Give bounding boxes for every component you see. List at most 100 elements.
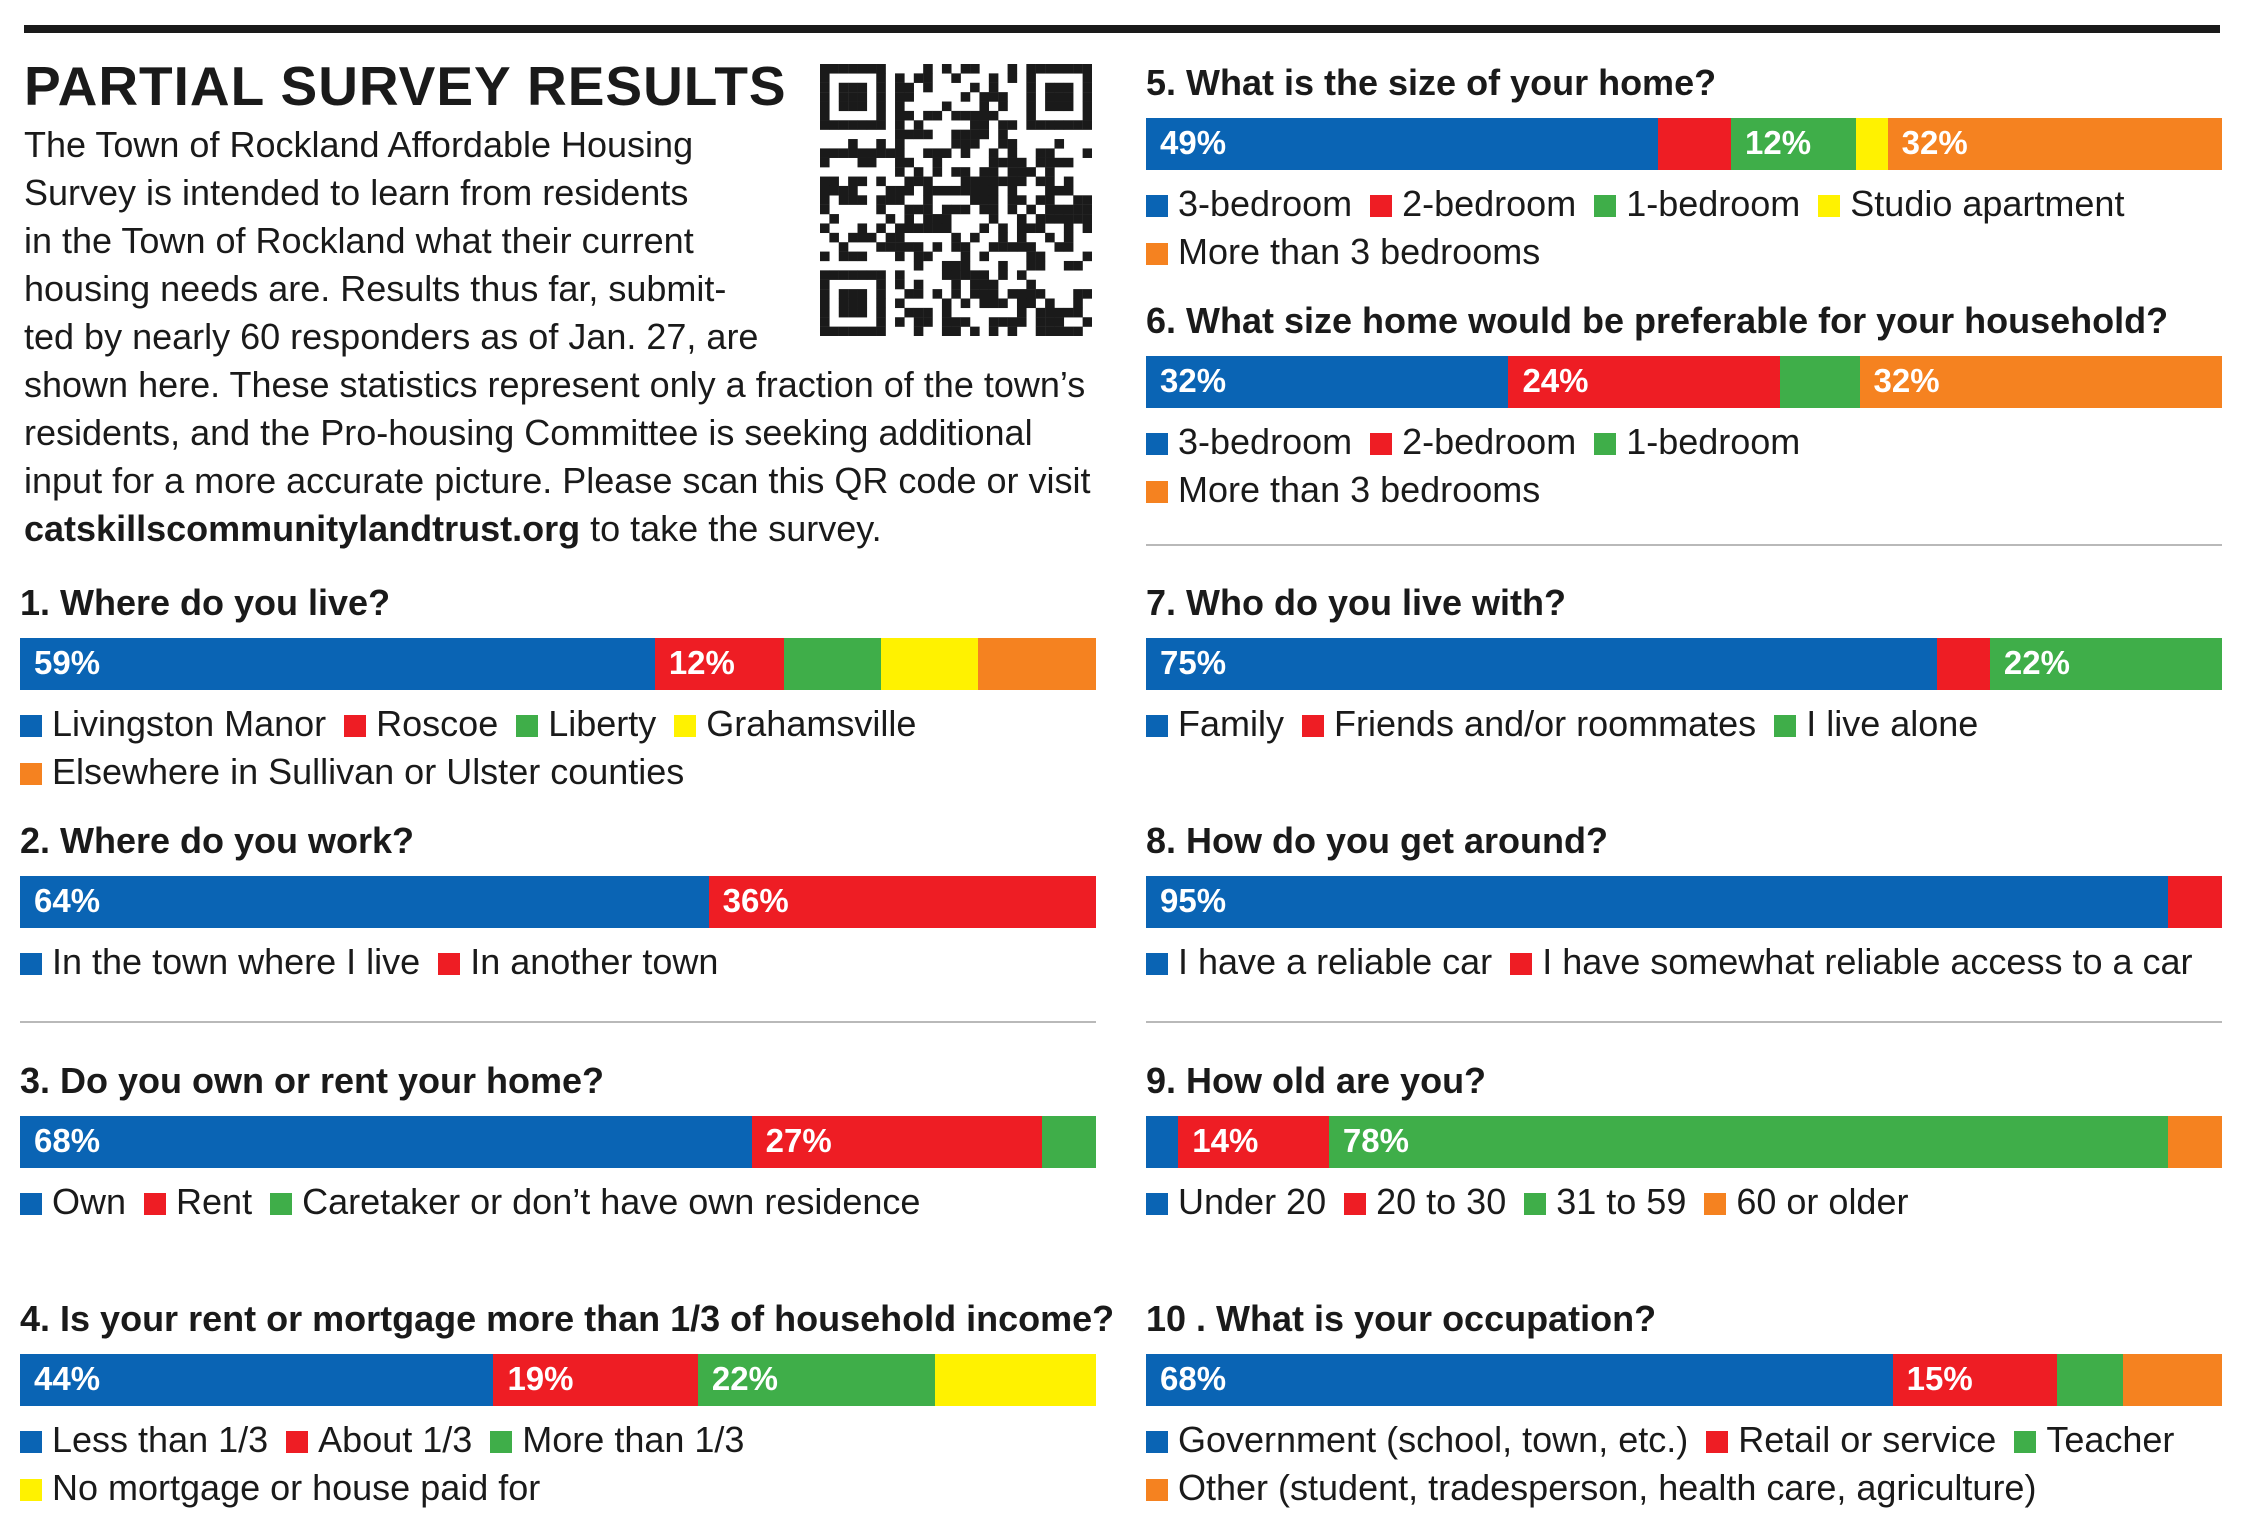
legend-label: 3-bedroom — [1178, 421, 1353, 462]
legend: In the town where I live In another town — [20, 938, 1150, 986]
survey-url-link[interactable]: catskillscommunitylandtrust.org — [24, 508, 581, 549]
legend-label: More than 3 bedrooms — [1178, 469, 1541, 510]
legend-swatch — [1704, 1193, 1727, 1215]
data-label: 36% — [722, 882, 789, 919]
legend-swatch — [1302, 715, 1324, 737]
legend-label: 1-bedroom — [1626, 421, 1801, 462]
legend-row: Elsewhere in Sullivan or Ulster counties — [20, 748, 1150, 796]
legend-label: Roscoe — [376, 703, 499, 744]
legend-swatch — [2014, 1431, 2037, 1453]
bar-segment — [1856, 118, 1888, 170]
legend-label: I live alone — [1806, 703, 1979, 744]
legend-swatch — [1370, 195, 1393, 217]
legend: I have a reliable car I have somewhat rel… — [1146, 938, 2242, 986]
question-title: 3. Do you own or rent your home? — [20, 1060, 605, 1101]
qr-code[interactable] — [820, 64, 1092, 336]
legend: Family Friends and/or roommates I live alo… — [1146, 700, 2242, 748]
intro-line: residents, and the Pro-housing Committee… — [24, 412, 1033, 453]
legend-row: Under 20 20 to 30 31 to 59 60 or older — [1146, 1178, 2242, 1226]
legend-swatch — [1594, 433, 1617, 455]
data-label: 12% — [1745, 124, 1812, 161]
legend-label: More than 1/3 — [522, 1419, 745, 1460]
legend-label: More than 3 bedrooms — [1178, 231, 1541, 272]
legend: Government (school, town, etc.) Retail or… — [1146, 1416, 2242, 1512]
legend-label: Retail or service — [1738, 1419, 1997, 1460]
legend-item: 1-bedroom — [1594, 418, 1800, 466]
legend-item: I live alone — [1774, 700, 1978, 748]
legend-swatch — [20, 715, 42, 737]
legend-item: More than 1/3 — [490, 1416, 744, 1464]
legend-swatch — [1774, 715, 1797, 737]
bar-segment — [977, 638, 1096, 690]
legend-label: 20 to 30 — [1376, 1181, 1507, 1222]
bar-segment — [1937, 638, 1990, 690]
legend-item: 20 to 30 — [1344, 1178, 1506, 1226]
bar-segment: 14% — [1178, 1116, 1329, 1168]
legend-item: No mortgage or house paid for — [20, 1464, 540, 1512]
legend-item: Liberty — [516, 700, 656, 748]
legend-row: Livingston Manor Roscoe Liberty Grahamsvill… — [20, 700, 1150, 748]
legend-swatch — [490, 1431, 513, 1453]
legend-label: Own — [52, 1181, 127, 1222]
legend-item: Less than 1/3 — [20, 1416, 268, 1464]
legend-swatch — [1818, 195, 1841, 217]
data-label: 22% — [2003, 644, 2070, 681]
data-label: 78% — [1342, 1122, 1409, 1159]
legend-item: More than 3 bedrooms — [1146, 466, 1540, 514]
legend-row: 3-bedroom 2-bedroom 1-bedroom Studio apartm… — [1146, 180, 2242, 228]
stacked-bar: 32% 24% 32% — [1146, 356, 2222, 408]
legend: 3-bedroom 2-bedroom 1-bedroom More than 3 b… — [1146, 418, 2242, 514]
bar-segment: 78% — [1328, 1116, 2169, 1168]
legend-item: 3-bedroom — [1146, 418, 1352, 466]
legend-row: More than 3 bedrooms — [1146, 466, 2242, 514]
legend-row: More than 3 bedrooms — [1146, 228, 2242, 276]
legend-swatch — [20, 1479, 42, 1501]
legend-swatch — [20, 763, 42, 785]
legend-row: Family Friends and/or roommates I live alo… — [1146, 700, 2242, 748]
legend-swatch — [674, 715, 697, 737]
legend-item: Friends and/or roommates — [1302, 700, 1756, 748]
legend-item: 2-bedroom — [1370, 180, 1576, 228]
legend-swatch — [286, 1431, 309, 1453]
stacked-bar: 95% — [1146, 876, 2222, 928]
bar-segment — [1146, 1116, 1179, 1168]
legend-item: In the town where I live — [20, 938, 420, 986]
question-title: 2. Where do you work? — [20, 820, 415, 861]
legend-swatch — [1146, 481, 1168, 503]
top-rule — [24, 25, 2220, 33]
bar-segment: 36% — [708, 876, 1096, 928]
legend-row: Other (student, tradesperson, health car… — [1146, 1464, 2242, 1512]
legend-label: Under 20 — [1178, 1181, 1327, 1222]
legend-item: 31 to 59 — [1524, 1178, 1686, 1226]
question-title: 7. Who do you live with? — [1146, 582, 1566, 623]
question-title: 9. How old are you? — [1146, 1060, 1487, 1101]
bar-segment: 32% — [1859, 356, 2222, 408]
legend: Under 20 20 to 30 31 to 59 60 or older — [1146, 1178, 2242, 1226]
stacked-bar: 14% 78% — [1146, 1116, 2222, 1168]
legend-item: Livingston Manor — [20, 700, 326, 748]
legend-item: About 1/3 — [286, 1416, 472, 1464]
bar-segment: 68% — [1146, 1354, 1893, 1406]
bar-segment — [2123, 1354, 2222, 1406]
legend-swatch — [144, 1193, 167, 1215]
bar-segment — [2168, 1116, 2222, 1168]
legend-label: I have a reliable car — [1178, 941, 1493, 982]
intro-line: Survey is intended to learn from residen… — [24, 172, 689, 213]
bar-segment: 49% — [1146, 118, 1658, 170]
stacked-bar: 64% 36% — [20, 876, 1096, 928]
legend-swatch — [20, 953, 42, 975]
legend-swatch — [1510, 953, 1533, 975]
legend-label: Elsewhere in Sullivan or Ulster counties — [52, 751, 685, 792]
data-label: 14% — [1192, 1122, 1259, 1159]
legend-label: Less than 1/3 — [52, 1419, 269, 1460]
intro-line: in the Town of Rockland what their curre… — [24, 220, 694, 261]
bar-segment: 12% — [654, 638, 784, 690]
bar-segment — [1042, 1116, 1096, 1168]
legend-swatch — [438, 953, 461, 975]
data-label: 15% — [1906, 1360, 1973, 1397]
intro-url-line: catskillscommunitylandtrust.org to take … — [24, 505, 882, 553]
legend-swatch — [20, 1193, 42, 1215]
divider — [1146, 1021, 2222, 1023]
legend-label: Other (student, tradesperson, health car… — [1178, 1467, 2037, 1508]
legend-item: 3-bedroom — [1146, 180, 1352, 228]
